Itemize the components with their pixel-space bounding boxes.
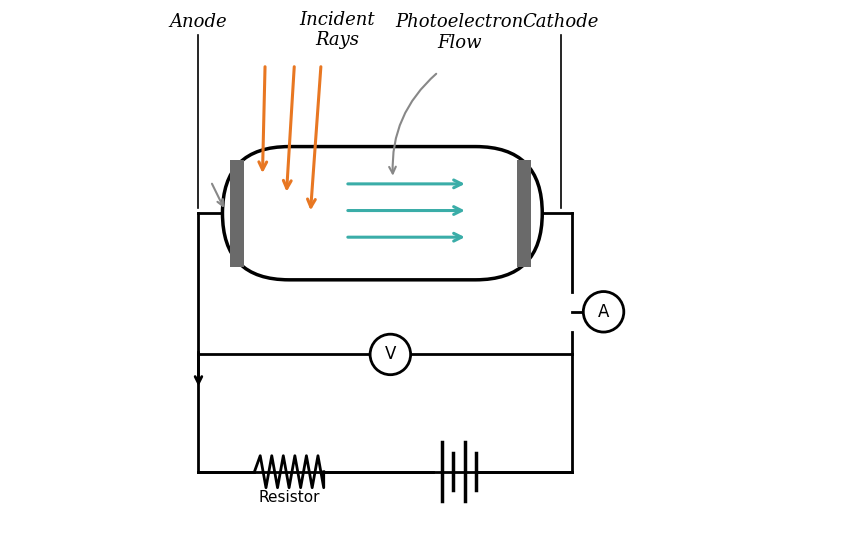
Circle shape <box>583 292 624 332</box>
Circle shape <box>370 334 411 375</box>
FancyBboxPatch shape <box>223 147 542 280</box>
Bar <box>517 160 530 266</box>
Text: Photoelectron
Flow: Photoelectron Flow <box>395 13 524 52</box>
Bar <box>230 160 244 266</box>
Text: Resistor: Resistor <box>258 490 320 505</box>
Text: Incident
Rays: Incident Rays <box>299 11 375 50</box>
Text: A: A <box>598 303 609 321</box>
Text: V: V <box>385 345 396 364</box>
Text: Anode: Anode <box>170 13 227 31</box>
Text: Cathode: Cathode <box>523 13 599 31</box>
